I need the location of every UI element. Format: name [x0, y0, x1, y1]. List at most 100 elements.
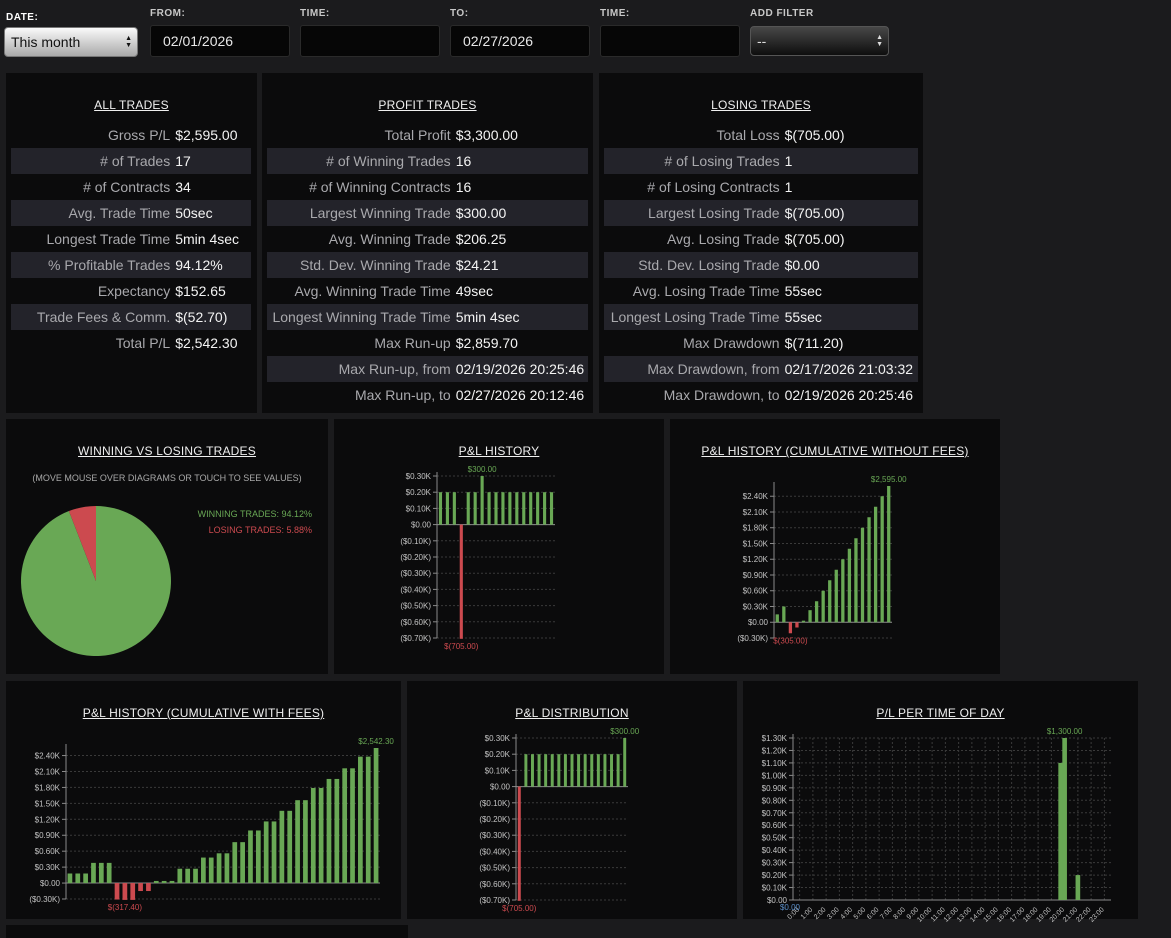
- data-label: $300.00: [610, 727, 639, 736]
- stat-value: 55sec: [784, 304, 918, 330]
- y-tick-label: ($0.10K): [479, 799, 510, 808]
- bar: [350, 768, 355, 884]
- pl-distribution-chart[interactable]: $0.30K $0.20K $0.10K $0.00 ($0.10K) ($0.20K) (…: [407, 681, 737, 919]
- stat-label: Max Drawdown, from: [604, 356, 785, 382]
- pie-slice: [68, 506, 96, 581]
- y-tick-label: ($0.30K): [479, 831, 510, 840]
- bar: [240, 842, 245, 884]
- bar: [295, 800, 300, 884]
- stat-label: Largest Losing Trade: [604, 200, 785, 226]
- stat-label: # of Winning Trades: [267, 148, 456, 174]
- stat-row: # of Trades 17: [11, 148, 251, 174]
- stat-row: Total P/L $2,542.30: [11, 330, 251, 356]
- profit-trades-title: PROFIT TRADES: [378, 98, 477, 112]
- date-range-select[interactable]: This month ▲ ▼: [4, 27, 138, 57]
- stat-row: Max Drawdown $(711.20): [604, 330, 918, 356]
- from-time-input[interactable]: [300, 25, 440, 57]
- bar: [860, 527, 865, 623]
- bar: [550, 754, 554, 787]
- y-tick-label: $1.50K: [35, 799, 61, 808]
- to-date-input[interactable]: 02/27/2026: [450, 25, 590, 57]
- stat-value: $2,595.00: [175, 127, 238, 143]
- stat-row: # of Winning Contracts 16: [267, 174, 588, 200]
- stat-row: Max Run-up, from 02/19/2026 20:25:46: [267, 356, 588, 382]
- bar: [1058, 762, 1063, 900]
- bar: [1062, 738, 1067, 900]
- bar: [487, 492, 491, 525]
- winning-vs-losing-chart[interactable]: WINNING TRADES: 94.12% LOSING TRADES: 5.8…: [6, 419, 328, 674]
- winning-vs-losing-panel: WINNING VS LOSING TRADES (MOVE MOUSE OVE…: [6, 419, 328, 674]
- stat-value: 16: [455, 179, 472, 195]
- bar: [867, 517, 871, 623]
- to-time-input[interactable]: [600, 25, 740, 57]
- bar: [623, 738, 627, 787]
- bar: [515, 492, 519, 525]
- stat-label: Avg. Winning Trade Time: [294, 283, 451, 299]
- bar: [841, 559, 845, 623]
- bar: [232, 842, 238, 884]
- pl-cum-fees-chart[interactable]: $2.40K $2.10K $1.80K $1.50K $1.20K $0.90K $0.6…: [6, 681, 401, 919]
- bar: [543, 492, 547, 525]
- y-tick-label: $0.20K: [485, 750, 511, 759]
- to-time-label: TIME:: [600, 8, 630, 19]
- bar: [318, 787, 324, 884]
- x-tick-label: 1:00: [800, 906, 815, 921]
- bar: [153, 880, 159, 884]
- bar: [847, 548, 852, 623]
- data-label: $(317.40): [108, 903, 143, 912]
- bar: [873, 506, 878, 623]
- bar: [98, 862, 104, 884]
- y-tick-label: $1.20K: [762, 746, 788, 755]
- add-filter-select[interactable]: -- ▲ ▼: [750, 26, 889, 56]
- y-tick-label: ($0.40K): [400, 585, 431, 594]
- pl-cum-nofees-chart[interactable]: $2.40K $2.10K $1.80K $1.50K $1.20K $0.90K $0.6…: [670, 419, 1000, 674]
- y-tick-label: ($0.70K): [479, 896, 510, 905]
- stat-row: Trade Fees & Comm. $(52.70): [11, 304, 251, 330]
- bar: [445, 492, 449, 525]
- pl-distribution-title: P&L DISTRIBUTION: [515, 706, 629, 720]
- stat-row: Avg. Losing Trade Time 55sec: [604, 278, 918, 304]
- y-tick-label: $0.30K: [406, 472, 432, 481]
- bar: [887, 486, 891, 623]
- pl-history-chart[interactable]: $0.30K $0.20K $0.10K $0.00 ($0.10K) ($0.20K) (…: [334, 419, 664, 674]
- y-tick-label: $0.80K: [762, 796, 788, 805]
- y-tick-label: $0.00: [411, 521, 432, 530]
- pl-time-of-day-chart[interactable]: $1.30K $1.20K $1.10K $1.00K $0.90K $0.80K $0.7…: [743, 681, 1138, 938]
- stat-label: Total Loss: [716, 127, 780, 143]
- stat-value: 1: [784, 148, 918, 174]
- y-tick-label: $1.50K: [743, 539, 769, 548]
- stat-row: # of Contracts 34: [11, 174, 251, 200]
- y-tick-label: $0.10K: [406, 504, 432, 513]
- stat-row: Longest Trade Time 5min 4sec: [11, 226, 251, 252]
- bar: [808, 610, 812, 623]
- y-tick-label: $0.00: [748, 618, 769, 627]
- bar: [801, 620, 806, 623]
- bar: [782, 606, 786, 623]
- stat-value: 17: [175, 148, 251, 174]
- bar: [544, 754, 548, 787]
- y-tick-label: $0.90K: [743, 571, 769, 580]
- pl-time-of-day-title: P/L PER TIME OF DAY: [876, 706, 1005, 720]
- bar: [342, 768, 348, 884]
- stat-row: Expectancy $152.65: [11, 278, 251, 304]
- y-tick-label: $0.60K: [35, 847, 61, 856]
- date-range-value: This month: [11, 34, 81, 50]
- stat-value: $2,542.30: [175, 335, 238, 351]
- y-tick-label: ($0.20K): [400, 553, 431, 562]
- y-tick-label: $0.40K: [762, 846, 788, 855]
- stat-value: 50sec: [175, 200, 251, 226]
- to-date-label: TO:: [450, 8, 469, 19]
- stat-label: Longest Losing Trade Time: [604, 304, 785, 330]
- stat-value: $24.21: [455, 252, 588, 278]
- pl-cum-fees-title: P&L HISTORY (CUMULATIVE WITH FEES): [82, 706, 325, 720]
- stat-row: # of Winning Trades 16: [267, 148, 588, 174]
- bar: [279, 810, 285, 884]
- stat-row: Avg. Winning Trade $206.25: [267, 226, 588, 252]
- stat-value: 34: [175, 179, 191, 195]
- from-date-input[interactable]: 02/01/2026: [150, 25, 290, 57]
- y-tick-label: $0.00: [40, 879, 61, 888]
- bar: [208, 857, 214, 884]
- stat-row: Largest Winning Trade $300.00: [267, 200, 588, 226]
- stat-value: 5min 4sec: [455, 304, 588, 330]
- bar: [563, 754, 567, 787]
